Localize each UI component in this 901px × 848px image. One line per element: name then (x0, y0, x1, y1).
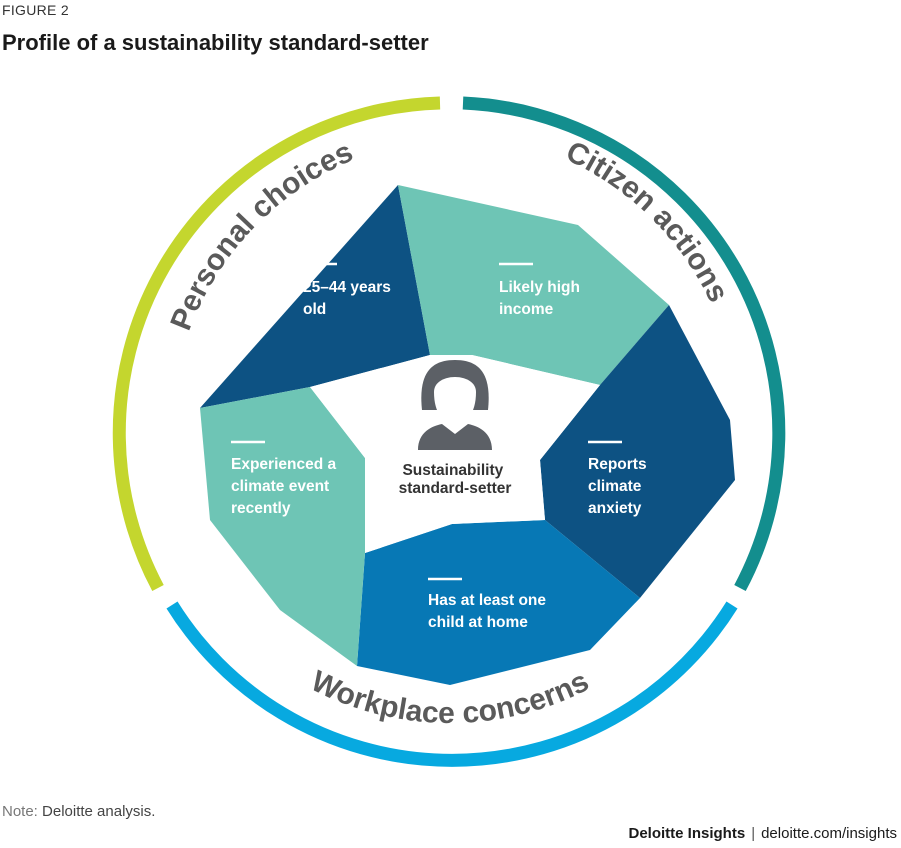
segment-label-age: 25–44 years old (303, 279, 395, 318)
footer: Deloitte Insights | deloitte.com/insights (629, 825, 898, 842)
footer-site: deloitte.com/insights (761, 825, 897, 842)
ring-arc-citizen (462, 96, 786, 592)
segment-label-climate-event: Experienced a climate event recently (231, 456, 340, 517)
segment-age (200, 185, 430, 408)
footer-brand: Deloitte Insights (628, 825, 746, 842)
segment-label-anxiety: Reports climate anxiety (588, 456, 651, 517)
segment-climate-event (200, 387, 365, 666)
ring-arc-workplace (166, 601, 738, 767)
ring-arc-personal (112, 96, 441, 592)
profile-diagram: Personal choices Citizen actions Workpla… (112, 96, 786, 767)
segment-income (398, 185, 669, 385)
note-label: Note: (2, 803, 38, 820)
segment-label-income: Likely high income (499, 279, 584, 318)
segment-label-child: Has at least one child at home (428, 592, 550, 631)
center-label: Sustainability standard-setter (399, 462, 512, 497)
center-star (310, 355, 600, 553)
segment-child (357, 520, 640, 685)
figure-title: Profile of a sustainability standard-set… (2, 30, 429, 55)
figure-label: FIGURE 2 (2, 2, 69, 18)
segment-anxiety (540, 305, 735, 598)
note: Note: Deloitte analysis. (2, 803, 155, 820)
footer-separator: | (751, 825, 756, 842)
note-text: Deloitte analysis. (42, 803, 156, 820)
person-icon (418, 360, 492, 450)
